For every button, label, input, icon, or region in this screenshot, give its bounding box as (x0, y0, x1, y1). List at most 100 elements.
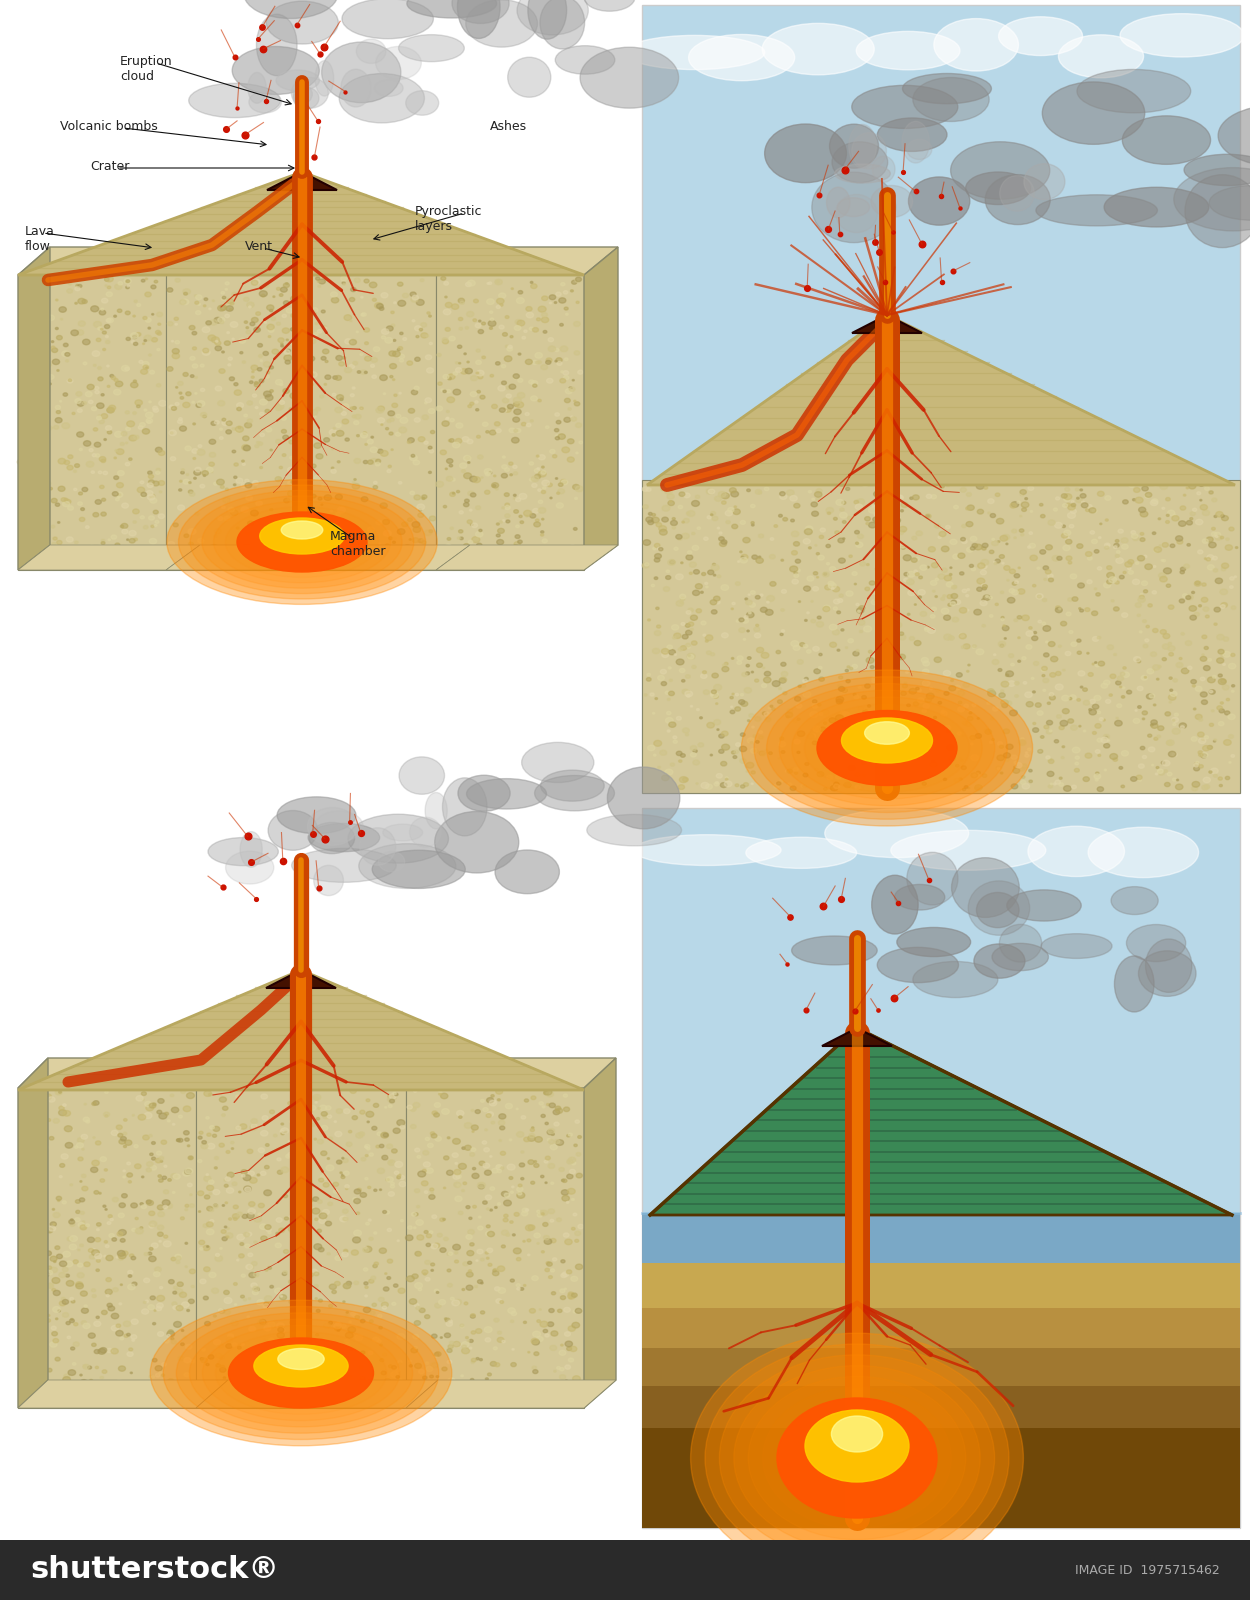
Ellipse shape (70, 1219, 72, 1221)
Ellipse shape (276, 1323, 284, 1328)
Ellipse shape (461, 469, 465, 472)
Ellipse shape (982, 544, 988, 547)
Ellipse shape (486, 1248, 492, 1253)
Ellipse shape (485, 1130, 488, 1131)
Ellipse shape (220, 554, 222, 555)
Ellipse shape (286, 339, 289, 341)
Ellipse shape (231, 293, 238, 296)
Ellipse shape (169, 430, 176, 435)
Ellipse shape (338, 461, 340, 462)
Ellipse shape (954, 506, 959, 509)
Ellipse shape (681, 622, 685, 626)
Ellipse shape (438, 382, 442, 386)
Ellipse shape (104, 1112, 110, 1117)
Ellipse shape (459, 328, 462, 330)
Ellipse shape (739, 618, 744, 622)
Ellipse shape (60, 318, 62, 320)
Ellipse shape (165, 1203, 172, 1208)
Ellipse shape (284, 355, 291, 362)
Ellipse shape (130, 333, 139, 338)
Ellipse shape (490, 318, 494, 320)
Ellipse shape (798, 752, 800, 754)
Ellipse shape (192, 363, 198, 368)
Ellipse shape (251, 365, 258, 370)
Ellipse shape (415, 1149, 420, 1152)
Ellipse shape (889, 661, 895, 664)
Ellipse shape (926, 494, 931, 499)
Ellipse shape (970, 536, 978, 541)
Ellipse shape (21, 378, 27, 382)
Ellipse shape (1160, 630, 1166, 634)
Ellipse shape (789, 766, 798, 773)
Ellipse shape (981, 560, 989, 565)
Ellipse shape (65, 1261, 72, 1267)
Ellipse shape (566, 1174, 572, 1179)
Ellipse shape (220, 429, 222, 430)
Ellipse shape (1162, 658, 1166, 661)
Ellipse shape (242, 462, 245, 466)
Ellipse shape (490, 1210, 492, 1211)
Ellipse shape (1101, 683, 1108, 688)
Ellipse shape (385, 544, 389, 546)
Ellipse shape (518, 379, 522, 382)
Ellipse shape (111, 376, 116, 379)
Ellipse shape (19, 414, 22, 418)
Ellipse shape (411, 390, 418, 395)
Ellipse shape (322, 325, 326, 328)
Ellipse shape (48, 1389, 54, 1392)
Ellipse shape (802, 691, 811, 698)
Ellipse shape (882, 698, 890, 704)
Ellipse shape (421, 323, 426, 326)
Ellipse shape (189, 83, 280, 118)
Ellipse shape (92, 512, 99, 517)
Ellipse shape (540, 1322, 548, 1326)
Ellipse shape (1005, 758, 1010, 762)
Ellipse shape (1144, 590, 1148, 594)
Ellipse shape (1220, 589, 1228, 595)
Ellipse shape (1214, 774, 1218, 778)
Ellipse shape (164, 1242, 171, 1246)
Ellipse shape (504, 1194, 510, 1197)
Ellipse shape (514, 378, 516, 379)
Ellipse shape (148, 470, 152, 475)
Ellipse shape (505, 502, 510, 507)
Ellipse shape (258, 1320, 265, 1326)
Ellipse shape (322, 1114, 330, 1118)
Ellipse shape (825, 586, 831, 590)
Ellipse shape (865, 722, 910, 744)
Ellipse shape (806, 734, 814, 739)
Ellipse shape (305, 350, 310, 354)
Ellipse shape (935, 578, 939, 581)
Ellipse shape (78, 298, 85, 304)
Ellipse shape (31, 429, 34, 432)
Ellipse shape (208, 837, 279, 866)
Ellipse shape (288, 491, 295, 496)
Ellipse shape (300, 1166, 304, 1168)
Ellipse shape (105, 336, 109, 338)
Ellipse shape (1040, 550, 1046, 554)
Ellipse shape (496, 1165, 500, 1168)
Ellipse shape (352, 1115, 357, 1120)
Ellipse shape (80, 1400, 85, 1403)
Ellipse shape (42, 499, 46, 504)
Ellipse shape (899, 632, 904, 635)
Ellipse shape (81, 1134, 88, 1139)
Ellipse shape (300, 518, 305, 522)
Ellipse shape (565, 314, 569, 315)
Ellipse shape (1169, 653, 1174, 656)
Ellipse shape (110, 1219, 114, 1221)
Ellipse shape (81, 1149, 84, 1150)
Ellipse shape (439, 1090, 441, 1093)
Ellipse shape (915, 573, 919, 576)
Ellipse shape (96, 1269, 99, 1272)
Ellipse shape (304, 1366, 310, 1371)
Ellipse shape (661, 774, 669, 781)
Ellipse shape (49, 1136, 54, 1139)
Ellipse shape (454, 1182, 461, 1187)
Ellipse shape (429, 1230, 432, 1234)
Ellipse shape (714, 597, 720, 602)
Ellipse shape (431, 1134, 437, 1138)
Ellipse shape (189, 482, 191, 483)
Ellipse shape (449, 438, 454, 442)
Ellipse shape (546, 1104, 550, 1106)
